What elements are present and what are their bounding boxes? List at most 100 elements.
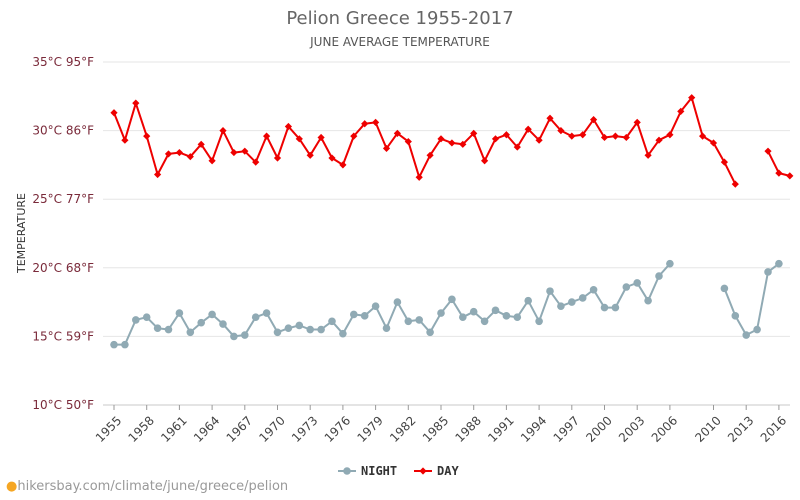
- day-point: [382, 144, 391, 153]
- y-axis-ticks: 10°C 50°F 15°C 59°F 20°C 68°F 25°C 77°F 30°C…: [32, 55, 94, 412]
- day-point: [219, 127, 227, 135]
- day-point: [731, 180, 739, 188]
- day-point: [688, 94, 696, 102]
- day-point: [709, 139, 718, 147]
- credit-link[interactable]: ●hikersbay.com/climate/june/greece/pelio…: [6, 479, 288, 494]
- y-tick-label: 20°C 68°F: [32, 261, 94, 275]
- night-point: [502, 312, 511, 320]
- x-tick-label: 1991: [485, 413, 516, 444]
- night-point: [513, 313, 522, 321]
- day-point: [481, 157, 489, 165]
- day-point: [557, 127, 565, 135]
- day-point: [764, 147, 772, 155]
- night-point: [186, 328, 195, 337]
- x-tick-label: 1988: [453, 413, 484, 444]
- y-tick-label: 10°C 50°F: [32, 398, 94, 412]
- legend-label: NIGHT: [361, 464, 397, 478]
- day-point: [143, 132, 151, 140]
- x-tick-label: 1970: [256, 413, 287, 444]
- legend-item-day[interactable]: DAY: [414, 464, 459, 478]
- x-tick-label: 1964: [191, 413, 222, 444]
- night-point: [524, 296, 532, 305]
- day-point: [775, 169, 783, 177]
- night-point: [469, 307, 478, 316]
- night-point: [382, 324, 391, 332]
- legend-marker: [343, 467, 351, 475]
- day-point: [622, 133, 630, 142]
- day-point: [415, 173, 423, 181]
- x-tick-label: 2006: [649, 413, 680, 444]
- legend[interactable]: NIGHT DAY: [338, 464, 459, 478]
- day-point: [633, 118, 641, 126]
- night-point: [197, 318, 205, 327]
- day-point: [132, 99, 140, 107]
- day-point: [306, 151, 314, 159]
- day-point: [328, 154, 336, 162]
- x-tick-label: 1955: [93, 413, 124, 444]
- x-tick-label: 1979: [354, 413, 385, 444]
- day-point: [164, 150, 173, 158]
- x-tick-label: 1982: [387, 413, 418, 444]
- day-point: [470, 129, 478, 137]
- day-point: [535, 136, 543, 144]
- x-tick-label: 1967: [224, 413, 255, 444]
- day-point: [546, 114, 554, 122]
- day-point: [241, 147, 249, 155]
- day-point: [502, 131, 510, 139]
- day-point: [372, 118, 380, 126]
- day-point: [644, 151, 652, 159]
- night-point: [655, 272, 663, 280]
- night-point: [360, 312, 369, 320]
- chart-title: Pelion Greece 1955-2017: [286, 8, 513, 29]
- day-point: [524, 125, 532, 133]
- y-axis-title: TEMPERATURE: [15, 193, 28, 274]
- x-tick-label: 1958: [126, 413, 157, 444]
- night-point: [600, 303, 609, 312]
- night-point: [775, 259, 783, 268]
- legend-item-night[interactable]: NIGHT: [338, 464, 397, 478]
- credit-text: hikersbay.com/climate/june/greece/pelion: [17, 479, 289, 494]
- night-point: [142, 313, 151, 321]
- day-point: [154, 170, 162, 179]
- night-point: [262, 309, 271, 317]
- day-point: [611, 132, 619, 140]
- day-point: [448, 139, 456, 147]
- night-point: [393, 298, 402, 306]
- day-point: [590, 116, 598, 124]
- day-point: [437, 135, 445, 143]
- location-pin-icon: ●: [6, 479, 18, 494]
- y-tick-label: 35°C 95°F: [32, 55, 94, 69]
- night-point: [578, 294, 587, 302]
- day-point: [568, 132, 576, 140]
- day-point: [720, 158, 728, 166]
- x-tick-label: 1973: [289, 413, 320, 444]
- night-point: [622, 283, 631, 291]
- day-point: [175, 148, 183, 157]
- night-point: [459, 313, 467, 321]
- day-point: [677, 107, 685, 115]
- day-point: [317, 133, 325, 142]
- legend-marker: [419, 467, 427, 475]
- day-point: [263, 132, 271, 140]
- day-point: [208, 157, 216, 165]
- gridlines: [103, 61, 790, 406]
- night-point: [720, 284, 729, 293]
- night-point: [175, 309, 184, 317]
- day-point: [699, 132, 707, 140]
- series-day: [110, 94, 794, 188]
- day-point: [666, 131, 674, 139]
- night-point: [448, 295, 456, 304]
- night-point: [328, 317, 336, 326]
- night-point: [611, 303, 620, 312]
- night-point: [110, 340, 118, 349]
- night-point: [742, 331, 750, 339]
- day-point: [230, 148, 238, 157]
- x-tick-label: 1994: [518, 413, 549, 444]
- day-point: [426, 151, 434, 159]
- y-tick-label: 15°C 59°F: [32, 329, 94, 343]
- night-point: [764, 268, 772, 276]
- x-tick-label: 2010: [692, 413, 723, 444]
- day-point: [513, 143, 521, 151]
- night-point: [546, 287, 554, 295]
